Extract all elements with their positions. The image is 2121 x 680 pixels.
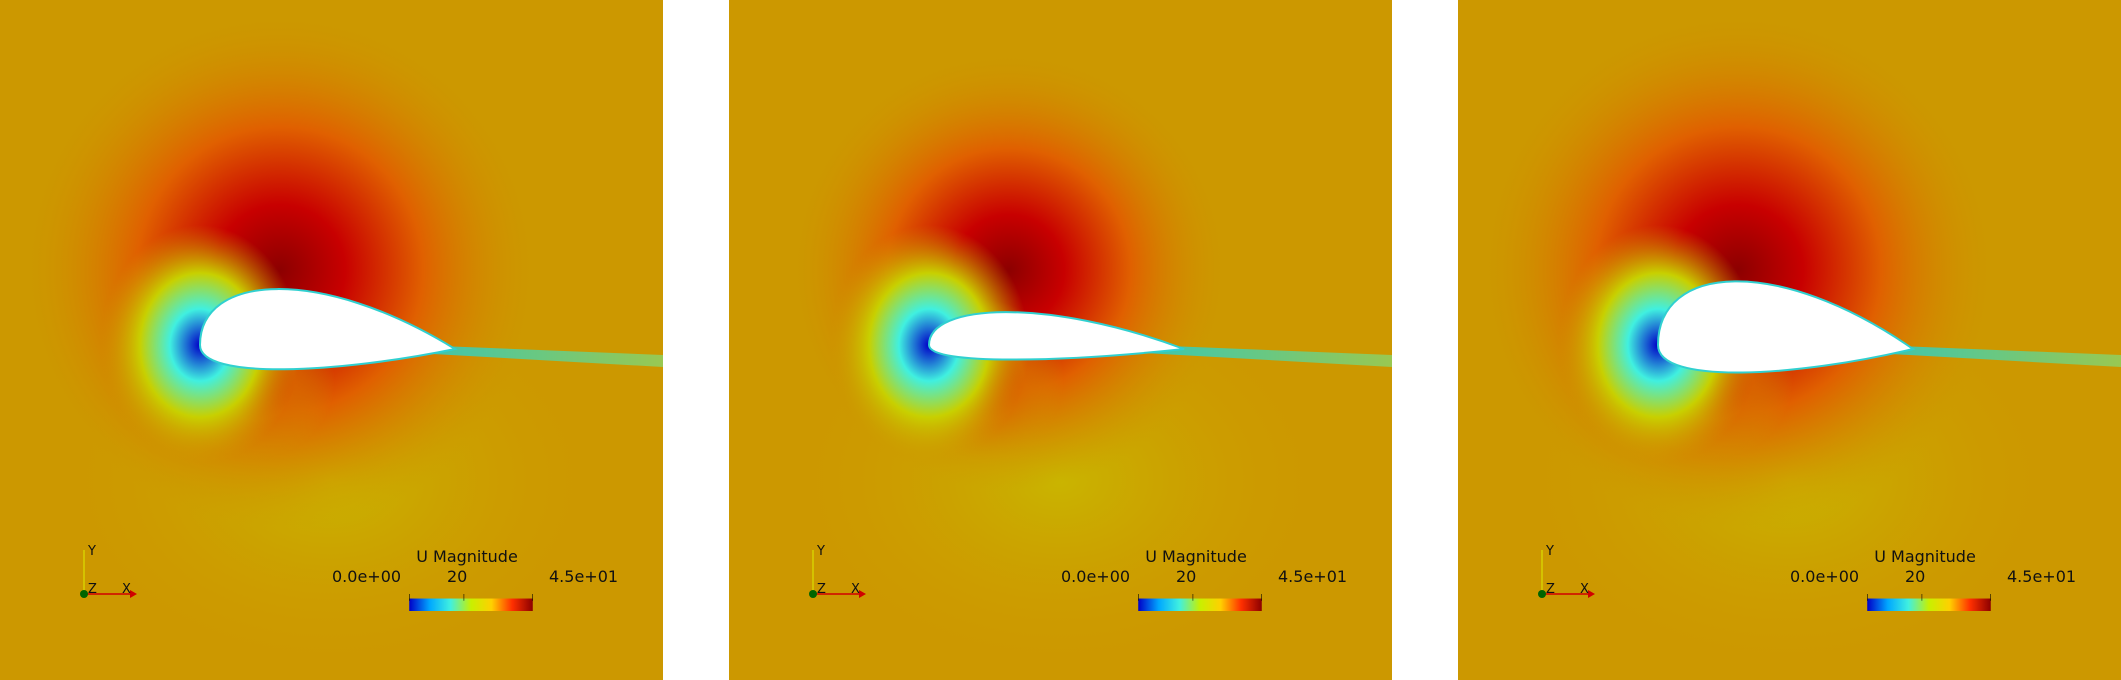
axis-label-y: Y xyxy=(817,544,825,559)
colorbar-gradient xyxy=(409,594,533,611)
colorbar-title: U Magnitude xyxy=(416,547,518,566)
axis-label-y: Y xyxy=(1546,544,1554,559)
axis-label-x: X xyxy=(1580,582,1589,597)
velocity-field-plot xyxy=(0,0,663,680)
colorbar-legend: U Magnitude 0.0e+00 20 4.5e+01 xyxy=(1775,547,2077,617)
flow-field-panel-2: Y Z X U Magnitude 0.0e+00 20 4.5e+01 xyxy=(729,0,1392,680)
colorbar-title: U Magnitude xyxy=(1145,547,1247,566)
colorbar-min-label: 0.0e+00 xyxy=(1790,567,1860,586)
flow-field-panel-1: Y Z X U Magnitude 0.0e+00 20 4.5e+01 xyxy=(0,0,663,680)
axis-label-x: X xyxy=(122,582,131,597)
colorbar-mid-label: 20 xyxy=(1905,567,1926,586)
colorbar-mid-label: 20 xyxy=(1176,567,1197,586)
colorbar-gradient xyxy=(1138,594,1262,611)
axis-label-z: Z xyxy=(1546,582,1555,597)
flow-field-panel-3: Y Z X U Magnitude 0.0e+00 20 4.5e+01 xyxy=(1458,0,2121,680)
axes-triad-icon xyxy=(1538,550,1595,598)
axes-orientation-triad: Y Z X xyxy=(1532,544,1602,606)
colorbar-legend: U Magnitude 0.0e+00 20 4.5e+01 xyxy=(317,547,619,617)
axes-orientation-triad: Y Z X xyxy=(74,544,144,606)
axis-label-y: Y xyxy=(88,544,96,559)
axes-triad-icon xyxy=(809,550,866,598)
axis-label-z: Z xyxy=(88,582,97,597)
colorbar-min-label: 0.0e+00 xyxy=(1061,567,1131,586)
velocity-field-plot xyxy=(1458,0,2121,680)
axis-label-z: Z xyxy=(817,582,826,597)
axes-orientation-triad: Y Z X xyxy=(803,544,873,606)
colorbar-gradient xyxy=(1867,594,1991,611)
colorbar-min-label: 0.0e+00 xyxy=(332,567,402,586)
colorbar-max-label: 4.5e+01 xyxy=(549,567,619,586)
colorbar-max-label: 4.5e+01 xyxy=(1278,567,1348,586)
axis-label-x: X xyxy=(851,582,860,597)
axes-triad-icon xyxy=(80,550,137,598)
colorbar-max-label: 4.5e+01 xyxy=(2007,567,2077,586)
colorbar-legend: U Magnitude 0.0e+00 20 4.5e+01 xyxy=(1046,547,1348,617)
velocity-field-plot xyxy=(729,0,1392,680)
colorbar-title: U Magnitude xyxy=(1874,547,1976,566)
colorbar-mid-label: 20 xyxy=(447,567,468,586)
